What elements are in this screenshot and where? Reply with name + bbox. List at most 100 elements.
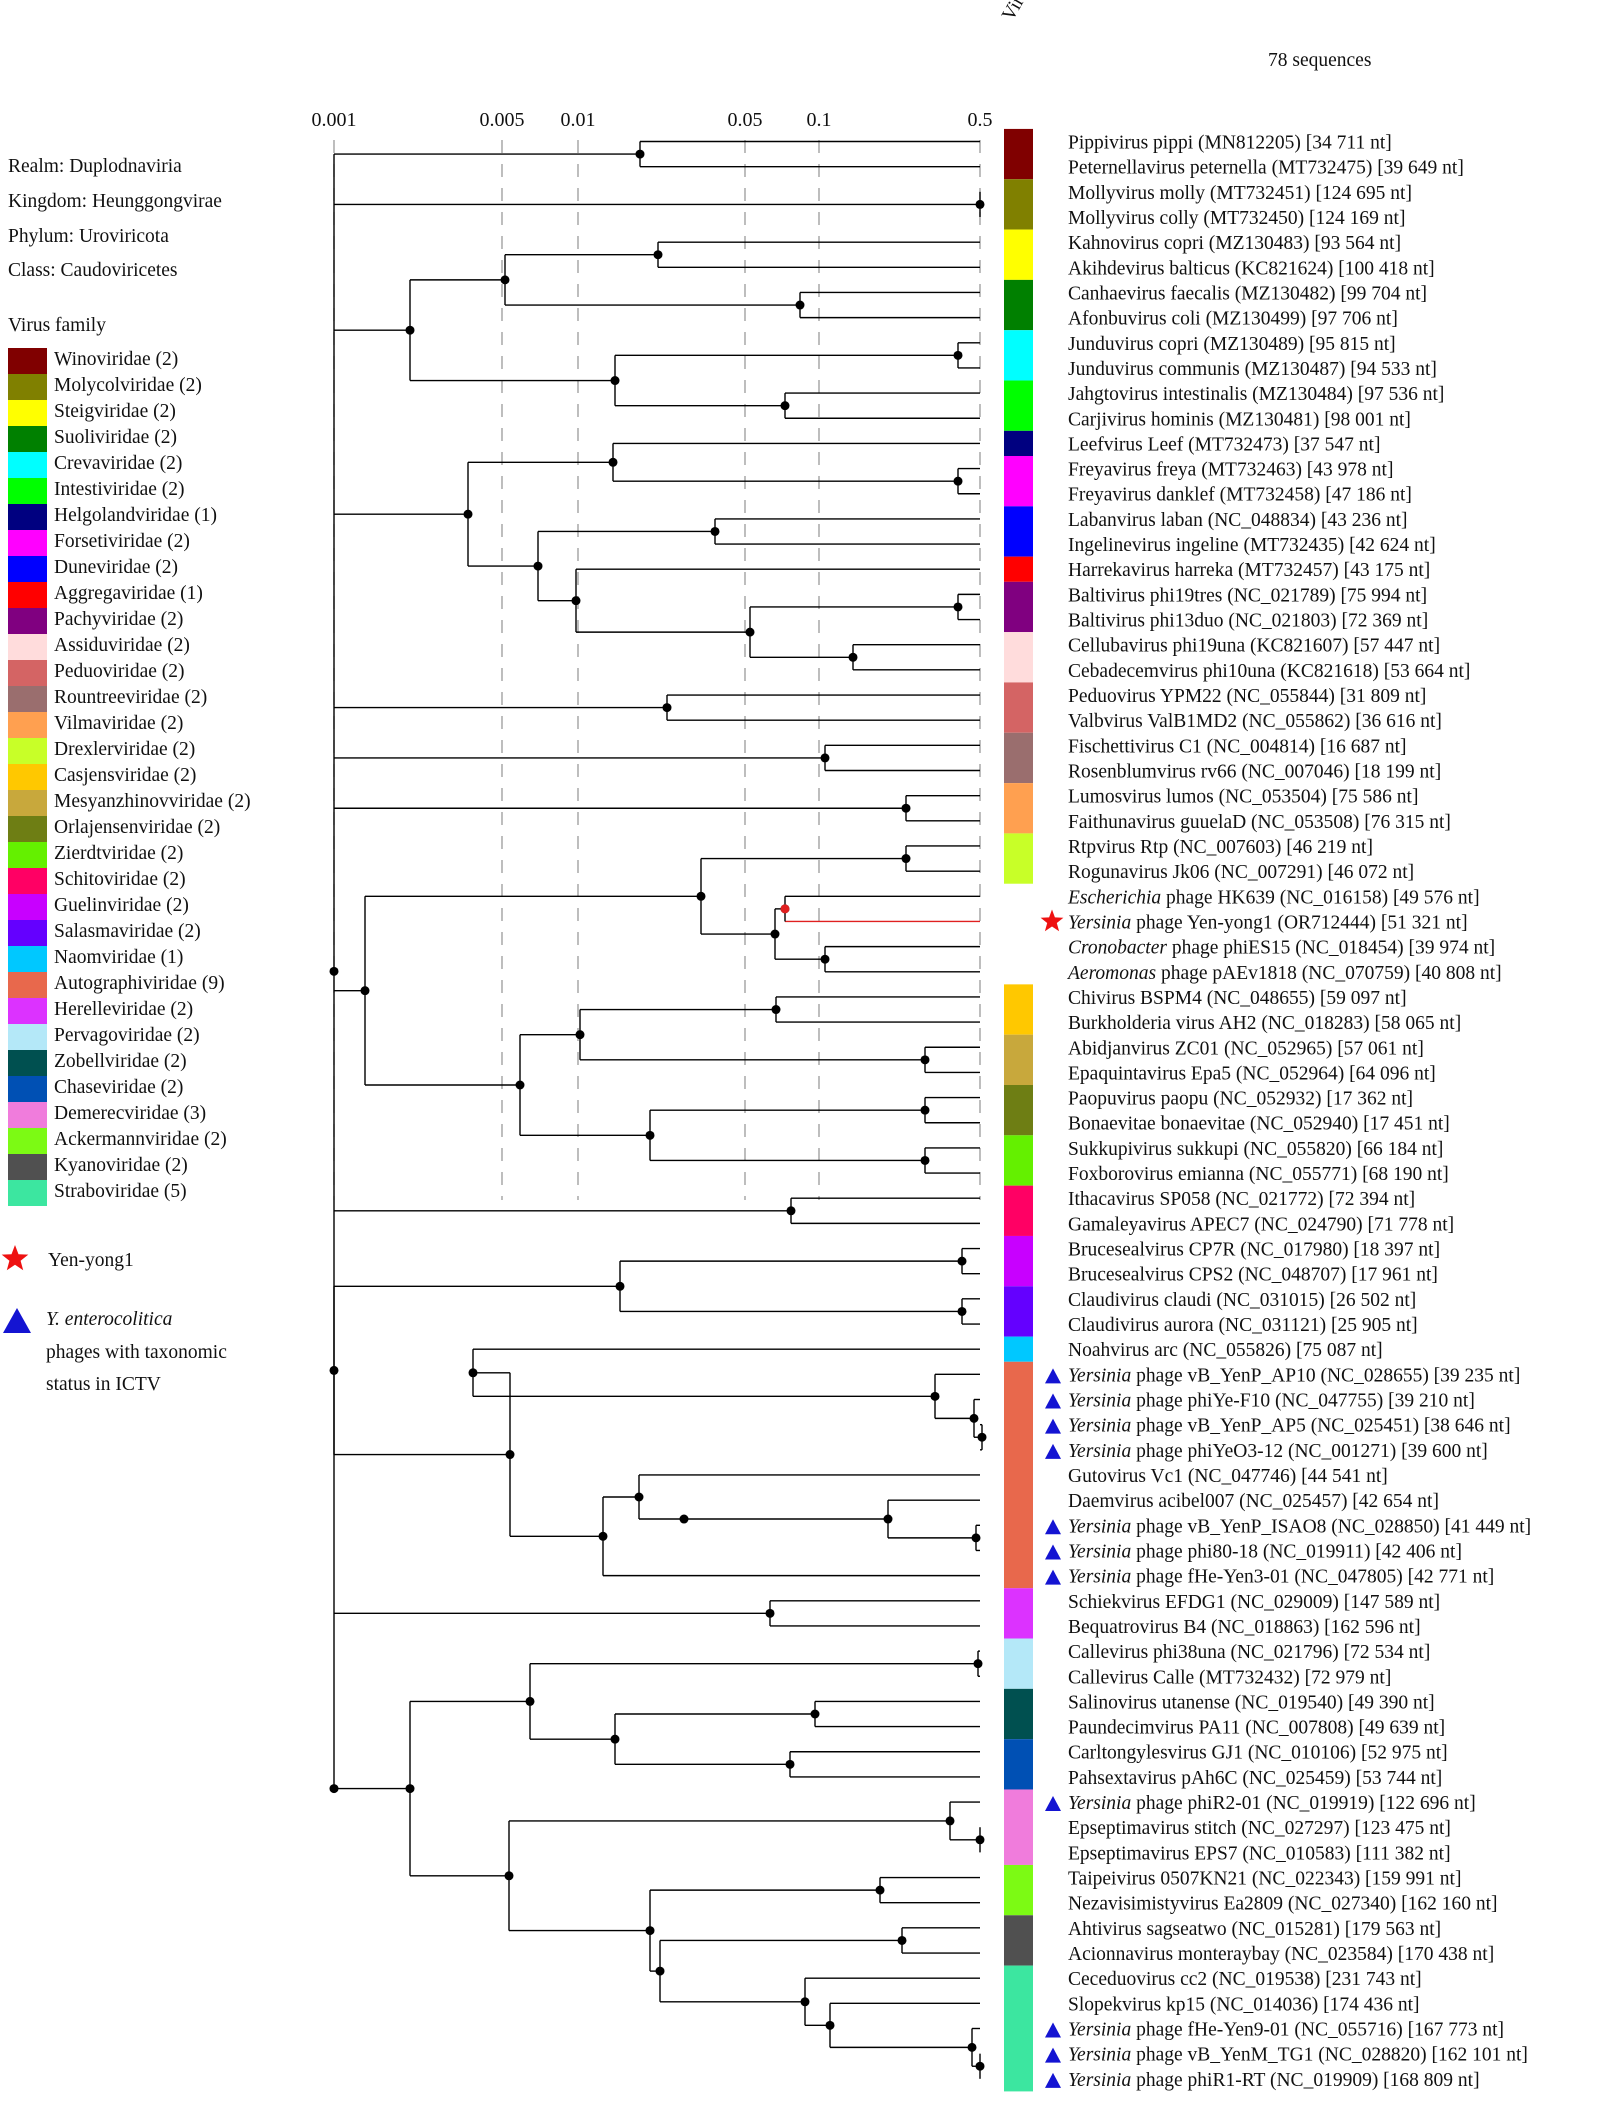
- legend-swatch: [8, 920, 47, 946]
- leaf-label: Ingelinevirus ingeline (MT732435) [42 62…: [1068, 535, 1436, 556]
- legend-swatch: [8, 1180, 47, 1206]
- legend-swatch: [8, 660, 47, 686]
- legend-swatch: [8, 868, 47, 894]
- legend-swatch: [8, 400, 47, 426]
- leaf-name: Junduvirus communis (MZ130487) [94 533 n…: [1068, 359, 1437, 380]
- tree-node: [634, 1492, 644, 1502]
- yen-yong1-node: [780, 904, 790, 914]
- leaf-label: Yersinia phage vB_YenM_TG1 (NC_028820) […: [1068, 2045, 1528, 2066]
- leaf-name: Canhaevirus faecalis (MZ130482) [99 704 …: [1068, 283, 1427, 304]
- leaf-label: Faithunavirus guuelaD (NC_053508) [76 31…: [1068, 812, 1451, 833]
- class-label: Class: Caudoviricetes: [8, 260, 178, 281]
- phylum-label: Phylum: Uroviricota: [8, 226, 169, 247]
- tree-node: [575, 1030, 585, 1040]
- legend-label: Pachyviridae (2): [54, 609, 184, 630]
- legend-label: Pervagoviridae (2): [54, 1025, 200, 1046]
- family-bar: [1004, 229, 1033, 280]
- leaf-name: Epaquintavirus Epa5 (NC_052964) [64 096 …: [1068, 1063, 1436, 1084]
- legend-swatch: [8, 790, 47, 816]
- leaf-label: Daemvirus acibel007 (NC_025457) [42 654 …: [1068, 1491, 1439, 1512]
- leaf-name: Faithunavirus guuelaD (NC_053508) [76 31…: [1068, 812, 1451, 833]
- leaf-label: Brucesealvirus CP7R (NC_017980) [18 397 …: [1068, 1240, 1440, 1261]
- scale-tick-label: 0.1: [807, 109, 832, 131]
- family-bar: [1004, 783, 1033, 834]
- leaf-name: Gutovirus Vc1 (NC_047746) [44 541 nt]: [1068, 1466, 1388, 1487]
- leaf-label: Bonaevitae bonaevitae (NC_052940) [17 45…: [1068, 1114, 1450, 1135]
- leaf-genus-italic: Yersinia: [1068, 1793, 1131, 1814]
- leaf-name: Afonbuvirus coli (MZ130499) [97 706 nt]: [1068, 309, 1398, 330]
- realm-label: Realm: Duplodnaviria: [8, 156, 182, 177]
- tree-node: [820, 954, 830, 964]
- leaf-name: Mollyvirus molly (MT732451) [124 695 nt]: [1068, 183, 1412, 204]
- tree-node: [969, 1413, 979, 1423]
- family-bar: [1004, 279, 1033, 331]
- leaf-label: Fischettivirus C1 (NC_004814) [16 687 nt…: [1068, 736, 1407, 757]
- family-bar: [1004, 1185, 1033, 1236]
- leaf-name: Rosenblumvirus rv66 (NC_007046) [18 199 …: [1068, 762, 1441, 783]
- leaf-label: Yersinia phage phiYe-F10 (NC_047755) [39…: [1068, 1391, 1475, 1412]
- leaf-label: Foxborovirus emianna (NC_055771) [68 190…: [1068, 1164, 1449, 1185]
- leaf-label: Burkholderia virus AH2 (NC_018283) [58 0…: [1068, 1013, 1461, 1034]
- legend-label: Zierdtviridae (2): [54, 843, 184, 864]
- legend-label: Straboviridae (5): [54, 1181, 187, 1202]
- leaf-name: phage phiES15 (NC_018454) [39 974 nt]: [1167, 938, 1495, 959]
- leaf-name: Ahtivirus sagseatwo (NC_015281) [179 563…: [1068, 1919, 1441, 1940]
- legend-swatch: [8, 816, 47, 842]
- leaf-name: Slopekvirus kp15 (NC_014036) [174 436 nt…: [1068, 1994, 1420, 2015]
- legend-swatch: [8, 1076, 47, 1102]
- legend-label: Mesyanzhinovviridae (2): [54, 791, 251, 812]
- leaf-name: Pahsextavirus pAh6C (NC_025459) [53 744 …: [1068, 1768, 1442, 1789]
- leaf-name: Harrekavirus harreka (MT732457) [43 175 …: [1068, 560, 1430, 581]
- legend-swatch: [8, 374, 47, 400]
- leaf-label: Carltongylesvirus GJ1 (NC_010106) [52 97…: [1068, 1743, 1448, 1764]
- leaf-name: Leefvirus Leef (MT732473) [37 547 nt]: [1068, 434, 1380, 455]
- leaf-label: Yersinia phage vB_YenP_AP10 (NC_028655) …: [1068, 1365, 1520, 1386]
- legend-label: Kyanoviridae (2): [54, 1155, 188, 1176]
- leaf-label: Junduvirus communis (MZ130487) [94 533 n…: [1068, 359, 1437, 380]
- leaf-name: Baltivirus phi19tres (NC_021789) [75 994…: [1068, 585, 1427, 606]
- leaf-genus-italic: Yersinia: [1068, 1416, 1131, 1437]
- ictv-triangle-icon: [1045, 1796, 1061, 1812]
- family-bar: [1004, 581, 1033, 633]
- family-bar: [1004, 556, 1033, 582]
- leaf-markers: [1040, 909, 1064, 2088]
- leaf-label: Yersinia phage phiR1-RT (NC_019909) [168…: [1068, 2070, 1480, 2091]
- leaf-name: Cellubavirus phi19una (KC821607) [57 447…: [1068, 636, 1440, 657]
- leaf-label: Cellubavirus phi19una (KC821607) [57 447…: [1068, 636, 1440, 657]
- leaf-name: Junduvirus copri (MZ130489) [95 815 nt]: [1068, 334, 1396, 355]
- leaf-genus-italic: Escherichia: [1067, 887, 1161, 908]
- tree-node: [920, 1105, 930, 1115]
- leaf-label: Bequatrovirus B4 (NC_018863) [162 596 nt…: [1068, 1617, 1421, 1638]
- tree-node: [945, 1816, 955, 1826]
- leaf-name: Ceceduovirus cc2 (NC_019538) [231 743 nt…: [1068, 1969, 1422, 1990]
- leaf-name: Nezavisimistyvirus Ea2809 (NC_027340) [1…: [1068, 1894, 1498, 1915]
- tree-node: [795, 300, 805, 310]
- tree-node: [786, 1206, 796, 1216]
- tree-node: [765, 1608, 775, 1618]
- leaf-label: Schiekvirus EFDG1 (NC_029009) [147 589 n…: [1068, 1592, 1440, 1613]
- tree-node: [820, 753, 830, 763]
- ictv-triangle-icon: [1045, 1519, 1061, 1535]
- family-bar: [1004, 1915, 1033, 1966]
- leaf-genus-italic: Yersinia: [1068, 2020, 1131, 2041]
- leaf-name: phage phiYe-F10 (NC_047755) [39 210 nt]: [1131, 1391, 1475, 1412]
- leaf-label: Junduvirus copri (MZ130489) [95 815 nt]: [1068, 334, 1396, 355]
- leaf-name: phage fHe-Yen3-01 (NC_047805) [42 771 nt…: [1131, 1567, 1494, 1588]
- leaf-name: Acionnavirus monteraybay (NC_023584) [17…: [1068, 1944, 1494, 1965]
- leaf-label: Peternellavirus peternella (MT732475) [3…: [1068, 158, 1464, 179]
- tree-node: [785, 1759, 795, 1769]
- leaf-label: Gamaleyavirus APEC7 (NC_024790) [71 778 …: [1068, 1214, 1454, 1235]
- legend-swatch: [8, 348, 47, 374]
- leaf-label: Callevirus Calle (MT732432) [72 979 nt]: [1068, 1667, 1391, 1688]
- family-bar: [1004, 833, 1033, 884]
- tree-node: [329, 1784, 339, 1794]
- tree-node: [957, 1256, 967, 1266]
- tree-node: [645, 1926, 655, 1936]
- legend-label: Forsetiviridae (2): [54, 531, 190, 552]
- leaf-name: Carjivirus hominis (MZ130481) [98 001 nt…: [1068, 409, 1411, 430]
- leaf-genus-italic: Yersinia: [1068, 1391, 1131, 1412]
- leaf-label: Peduovirus YPM22 (NC_055844) [31 809 nt]: [1068, 686, 1426, 707]
- leaf-name: Claudivirus claudi (NC_031015) [26 502 n…: [1068, 1290, 1416, 1311]
- leaf-label: Ahtivirus sagseatwo (NC_015281) [179 563…: [1068, 1919, 1441, 1940]
- leaf-label: Claudivirus claudi (NC_031015) [26 502 n…: [1068, 1290, 1416, 1311]
